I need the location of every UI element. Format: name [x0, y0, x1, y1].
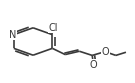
Text: N: N — [9, 30, 17, 40]
Text: O: O — [90, 60, 97, 70]
Text: O: O — [101, 47, 109, 57]
Text: Cl: Cl — [48, 23, 58, 33]
